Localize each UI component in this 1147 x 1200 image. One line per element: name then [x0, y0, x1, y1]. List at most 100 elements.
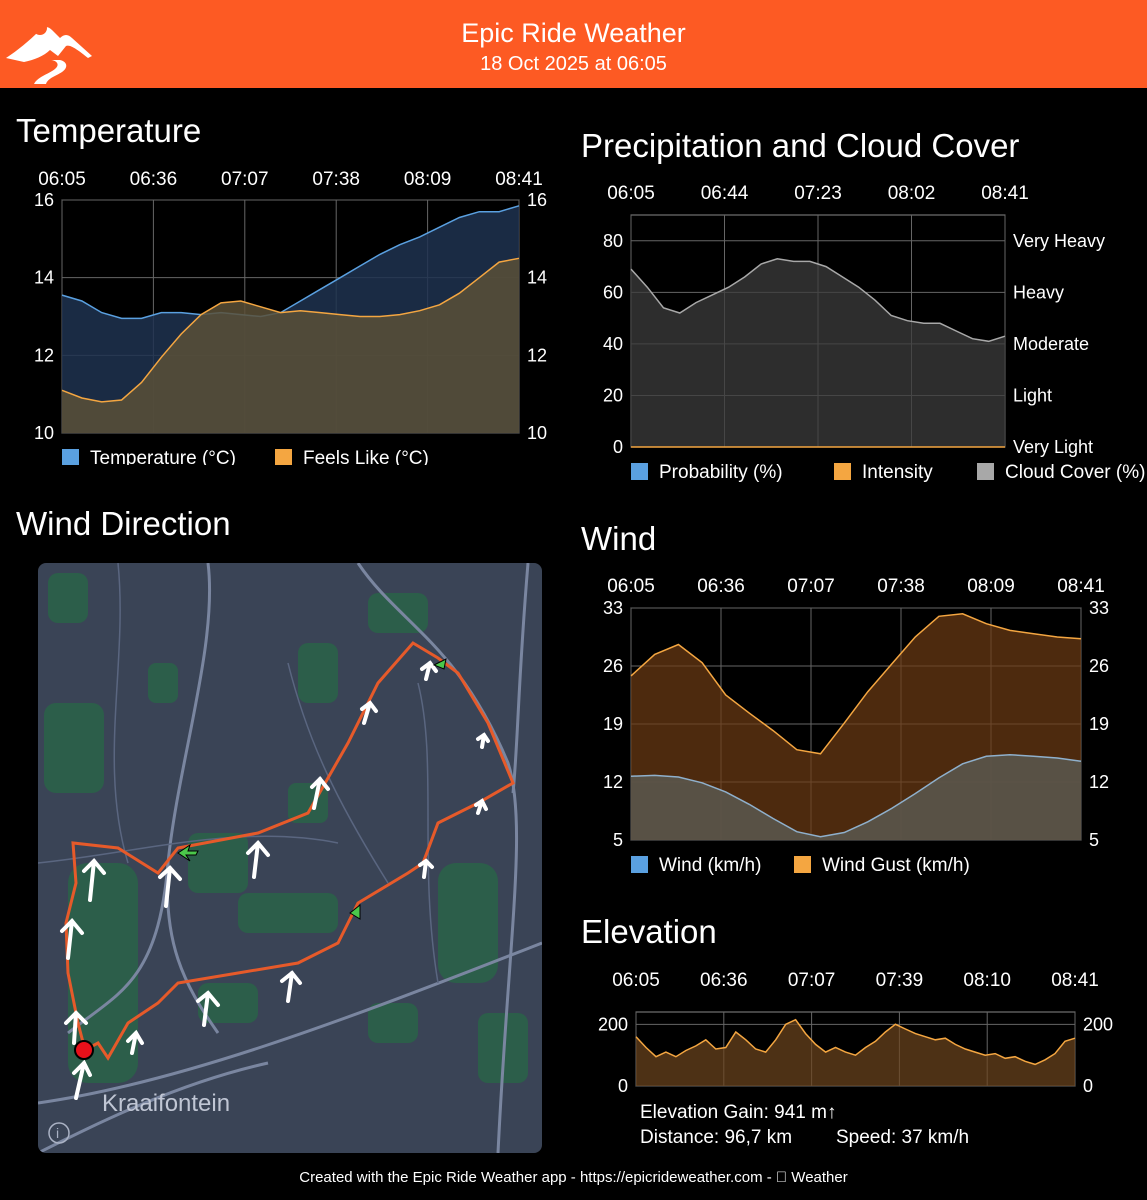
legend-label: Cloud Cover (%)	[1005, 462, 1145, 483]
y-tick-label: 60	[603, 282, 623, 302]
x-tick-label: 06:44	[701, 183, 749, 204]
x-tick-label: 06:05	[607, 183, 655, 204]
map-place-label: Kraaifontein	[102, 1090, 230, 1117]
y-tick-label-right: 5	[1089, 830, 1099, 850]
series-area	[631, 754, 1081, 840]
legend-label: Temperature (°C)	[90, 448, 236, 465]
x-tick-label: 08:41	[1057, 576, 1105, 597]
legend-label: Wind Gust (km/h)	[822, 855, 970, 876]
series-line	[630, 613, 1082, 755]
series-line	[635, 1018, 1076, 1066]
legend-label: Wind (km/h)	[659, 855, 761, 876]
x-tick-label: 07:38	[312, 169, 360, 190]
x-tick-label: 06:36	[697, 576, 745, 597]
y-tick-label-right: 26	[1089, 656, 1109, 676]
legend-swatch	[977, 463, 994, 480]
wind-arrows	[60, 660, 490, 1100]
x-tick-label: 07:38	[877, 576, 925, 597]
legend-swatch	[834, 463, 851, 480]
report-timestamp: 18 Oct 2025 at 06:05	[480, 53, 667, 75]
y-tick-label-right: 200	[1083, 1014, 1113, 1034]
y-tick-label: 5	[613, 830, 623, 850]
x-tick-label: 06:05	[612, 970, 660, 991]
y-tick-label: 40	[603, 334, 623, 354]
x-tick-label: 08:09	[404, 169, 452, 190]
y-tick-label: 80	[603, 231, 623, 251]
series-line	[630, 258, 1006, 343]
y-tick-label: 200	[598, 1014, 628, 1034]
series-area	[62, 258, 519, 433]
y-tick-label-right: 33	[1089, 598, 1109, 618]
distance-value: Distance: 96,7 km	[640, 1127, 793, 1148]
app-title: Epic Ride Weather	[461, 18, 686, 48]
x-tick-label: 06:05	[607, 576, 655, 597]
x-tick-label: 06:36	[130, 169, 178, 190]
y-tick-label-right: 14	[527, 268, 547, 288]
x-tick-label: 06:05	[38, 169, 86, 190]
y-tick-label: 12	[603, 772, 623, 792]
precipitation-chart: 06:05 06:44 07:23 08:02 08:41 80 Very Heavy 60 H…	[603, 183, 1145, 483]
x-tick-label: 08:41	[1051, 970, 1099, 991]
mountain-road-logo-icon	[6, 21, 92, 84]
legend-label: Probability (%)	[659, 462, 783, 483]
x-tick-label: 07:23	[794, 183, 842, 204]
footer-credit: Created with the Epic Ride Weather app -…	[299, 1169, 847, 1186]
wind-direction-title: Wind Direction	[16, 505, 231, 542]
x-tick-label: 07:07	[787, 576, 835, 597]
y-tick-label-right: Light	[1013, 385, 1052, 405]
direction-chevrons	[177, 658, 447, 920]
start-marker	[74, 1040, 94, 1060]
y-tick-label: 12	[34, 345, 54, 365]
y-tick-label-right: 10	[527, 423, 547, 443]
y-tick-label-right: 16	[527, 190, 547, 210]
y-tick-label: 19	[603, 714, 623, 734]
x-tick-label: 06:36	[700, 970, 748, 991]
legend-swatch	[275, 449, 292, 465]
series-line	[61, 257, 520, 403]
series-area	[636, 1019, 1075, 1086]
y-tick-label-right: 0	[1083, 1076, 1093, 1096]
legend-label: Feels Like (°C)	[303, 448, 429, 465]
y-tick-label: 14	[34, 268, 54, 288]
elevation-chart: 06:05 06:36 07:07 07:39 08:10 08:41 200 200 0 0	[598, 970, 1113, 1096]
y-tick-label-right: Very Light	[1013, 437, 1093, 457]
app-header: Epic Ride Weather 18 Oct 2025 at 06:05	[0, 0, 1147, 88]
y-tick-label: 26	[603, 656, 623, 676]
legend-swatch	[794, 856, 811, 873]
y-tick-label: 10	[34, 423, 54, 443]
legend-label: Intensity	[862, 462, 933, 483]
legend-swatch	[631, 856, 648, 873]
x-tick-label: 08:41	[495, 169, 543, 190]
y-tick-label-right: 12	[527, 345, 547, 365]
elevation-title: Elevation	[581, 913, 717, 950]
legend-swatch	[631, 463, 648, 480]
y-tick-label-right: Very Heavy	[1013, 231, 1105, 251]
map-canvas: Kraaifontein i	[38, 563, 542, 1153]
x-tick-label: 08:41	[981, 183, 1029, 204]
speed-value: Speed: 37 km/h	[836, 1127, 970, 1148]
x-tick-label: 08:09	[967, 576, 1015, 597]
x-tick-label: 07:39	[876, 970, 924, 991]
y-tick-label-right: 19	[1089, 714, 1109, 734]
series-area	[631, 258, 1005, 447]
y-tick-label-right: 12	[1089, 772, 1109, 792]
x-tick-label: 07:07	[788, 970, 836, 991]
series-line	[61, 205, 520, 320]
y-tick-label: 0	[618, 1076, 628, 1096]
x-tick-label: 08:02	[888, 183, 936, 204]
info-icon[interactable]: i	[48, 1122, 70, 1144]
legend-swatch	[62, 449, 79, 465]
route-line	[64, 641, 515, 1061]
temperature-title: Temperature	[16, 112, 202, 149]
wind-title: Wind	[581, 520, 657, 557]
y-tick-label-right: Moderate	[1013, 334, 1089, 354]
x-tick-label: 07:07	[221, 169, 269, 190]
x-tick-label: 08:10	[963, 970, 1011, 991]
y-tick-label: 33	[603, 598, 623, 618]
elevation-gain: Elevation Gain: 941 m↑	[640, 1102, 837, 1123]
wind-direction-map[interactable]: Kraaifontein i	[38, 563, 542, 1153]
y-tick-label-right: Heavy	[1013, 282, 1064, 302]
map-vegetation	[44, 573, 528, 1083]
